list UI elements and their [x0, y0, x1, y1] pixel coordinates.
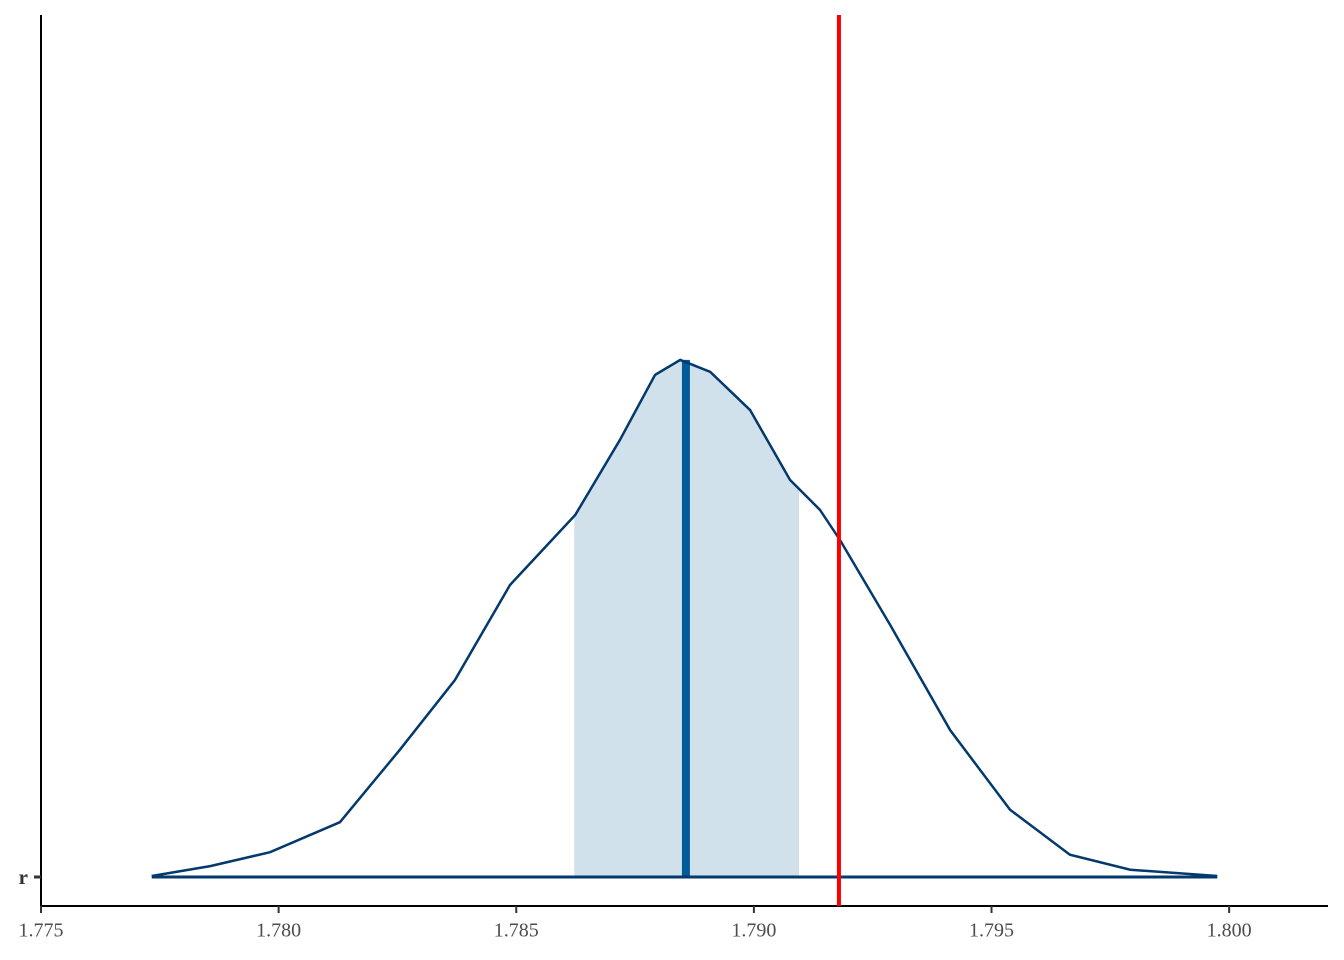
x-tick-label: 1.790: [731, 920, 776, 942]
x-tick-label: 1.785: [494, 920, 539, 942]
x-tick-label: 1.780: [256, 920, 301, 942]
x-tick-label: 1.800: [1207, 920, 1252, 942]
y-tick-label: r: [19, 865, 28, 889]
x-tick-label: 1.775: [19, 920, 64, 942]
x-tick-label: 1.795: [969, 920, 1014, 942]
density-curve: [151, 358, 1218, 878]
